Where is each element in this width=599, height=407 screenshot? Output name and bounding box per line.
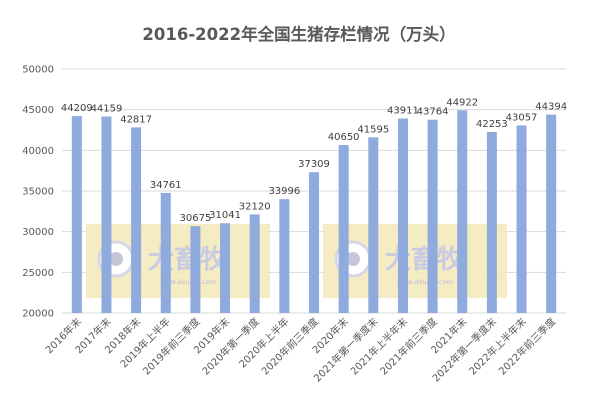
data-label: 40650 — [328, 132, 360, 143]
data-label: 44394 — [535, 102, 567, 113]
data-label: 32120 — [239, 201, 271, 212]
data-label: 43764 — [417, 107, 449, 118]
bar — [427, 119, 438, 313]
data-label: 43911 — [387, 106, 419, 117]
bar — [368, 137, 379, 313]
y-tick-label: 25000 — [22, 268, 54, 279]
y-tick-label: 30000 — [22, 227, 54, 238]
data-label: 41595 — [357, 124, 389, 135]
y-tick-label: 20000 — [22, 309, 54, 320]
data-label: 30675 — [180, 213, 212, 224]
bar — [309, 172, 319, 313]
data-label: 42817 — [120, 114, 152, 125]
data-label: 34761 — [150, 180, 182, 191]
data-label: 44209 — [61, 103, 93, 114]
data-label: 31041 — [209, 210, 241, 221]
bar — [338, 145, 349, 313]
bar — [546, 114, 557, 314]
bar — [131, 127, 142, 314]
bar — [220, 223, 231, 313]
y-axis: 20000 25000 30000 35000 40000 45000 50000 — [22, 65, 54, 320]
data-label: 44922 — [446, 97, 478, 108]
watermark-text: 大畜牧 — [385, 244, 464, 275]
watermark-url: www.dxumu.com — [397, 278, 453, 286]
data-label: 44159 — [91, 104, 123, 115]
data-label: 37309 — [298, 159, 330, 170]
y-tick-label: 40000 — [22, 146, 54, 157]
data-label: 43057 — [506, 112, 538, 123]
watermark-group: 大畜牧 www.dxumu.com 大畜牧 www.dxumu.com — [86, 224, 507, 298]
bar — [516, 125, 527, 314]
watermark-logo: 大畜牧 www.dxumu.com — [86, 224, 270, 298]
bar — [160, 192, 171, 313]
bar — [190, 226, 201, 313]
y-tick-label: 50000 — [22, 65, 54, 76]
bar-series — [71, 110, 557, 314]
chart-title: 2016-2022年全国生猪存栏情况（万头） — [142, 24, 455, 44]
bar — [71, 116, 82, 314]
bar — [101, 116, 112, 313]
bar — [249, 214, 260, 313]
data-label: 33996 — [268, 186, 300, 197]
watermark-logo: 大畜牧 www.dxumu.com — [323, 224, 507, 298]
x-axis: 2016年末2017年末2018年末2019年上半年2019年前三季度2019年… — [43, 315, 559, 385]
watermark-url: www.dxumu.com — [160, 278, 216, 286]
y-tick-label: 45000 — [22, 105, 54, 116]
bar — [486, 132, 497, 313]
data-label: 42253 — [476, 119, 508, 130]
watermark-text: 大畜牧 — [148, 244, 227, 275]
bar — [397, 118, 408, 313]
bar — [279, 199, 290, 313]
bar — [457, 110, 468, 314]
y-tick-label: 35000 — [22, 187, 54, 198]
